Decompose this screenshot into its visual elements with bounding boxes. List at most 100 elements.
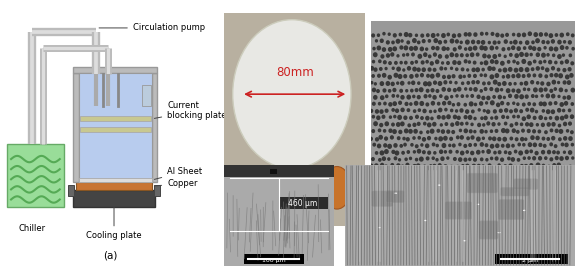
Circle shape bbox=[412, 38, 417, 43]
Circle shape bbox=[481, 96, 485, 100]
Circle shape bbox=[427, 177, 432, 182]
Circle shape bbox=[503, 192, 506, 196]
Circle shape bbox=[532, 156, 536, 160]
Circle shape bbox=[438, 136, 443, 142]
Circle shape bbox=[401, 192, 404, 197]
Circle shape bbox=[439, 149, 443, 154]
Circle shape bbox=[448, 220, 453, 225]
Circle shape bbox=[535, 52, 540, 57]
Circle shape bbox=[458, 157, 462, 162]
Circle shape bbox=[420, 60, 425, 65]
Circle shape bbox=[571, 33, 574, 38]
Circle shape bbox=[566, 184, 569, 188]
Circle shape bbox=[434, 177, 438, 181]
Circle shape bbox=[505, 170, 509, 174]
Circle shape bbox=[490, 144, 494, 149]
FancyBboxPatch shape bbox=[499, 200, 524, 219]
Circle shape bbox=[542, 136, 545, 141]
Circle shape bbox=[488, 163, 492, 168]
Circle shape bbox=[535, 110, 538, 113]
Circle shape bbox=[555, 156, 559, 160]
Circle shape bbox=[457, 198, 461, 202]
Circle shape bbox=[457, 116, 461, 120]
Circle shape bbox=[562, 80, 566, 85]
Circle shape bbox=[369, 109, 373, 113]
Circle shape bbox=[439, 94, 443, 98]
Circle shape bbox=[496, 102, 500, 107]
Circle shape bbox=[490, 184, 494, 189]
Circle shape bbox=[490, 197, 494, 202]
Circle shape bbox=[489, 74, 494, 80]
Circle shape bbox=[544, 32, 548, 37]
Circle shape bbox=[431, 170, 434, 174]
Circle shape bbox=[500, 157, 504, 162]
Circle shape bbox=[386, 40, 390, 45]
Circle shape bbox=[400, 204, 405, 209]
Bar bbox=[154, 185, 160, 196]
Circle shape bbox=[380, 95, 385, 100]
Circle shape bbox=[503, 233, 508, 238]
Circle shape bbox=[525, 122, 529, 127]
Circle shape bbox=[387, 157, 390, 161]
Circle shape bbox=[400, 95, 405, 100]
Circle shape bbox=[509, 220, 512, 223]
Bar bbox=[141, 85, 151, 106]
Circle shape bbox=[554, 47, 558, 52]
Circle shape bbox=[514, 94, 519, 99]
Circle shape bbox=[414, 101, 419, 106]
Circle shape bbox=[527, 199, 532, 204]
Circle shape bbox=[465, 150, 469, 154]
Circle shape bbox=[532, 143, 537, 147]
Circle shape bbox=[427, 67, 432, 72]
Circle shape bbox=[419, 131, 423, 134]
Circle shape bbox=[487, 54, 491, 59]
Circle shape bbox=[535, 233, 539, 238]
Circle shape bbox=[434, 110, 436, 113]
Circle shape bbox=[443, 80, 447, 85]
Circle shape bbox=[434, 192, 438, 197]
Circle shape bbox=[408, 171, 413, 176]
Circle shape bbox=[494, 60, 499, 64]
Circle shape bbox=[455, 206, 460, 210]
Circle shape bbox=[565, 89, 568, 92]
Circle shape bbox=[545, 219, 550, 224]
Circle shape bbox=[444, 108, 448, 111]
Circle shape bbox=[416, 67, 421, 72]
Circle shape bbox=[430, 61, 434, 66]
Circle shape bbox=[532, 225, 536, 229]
Circle shape bbox=[462, 213, 466, 218]
Circle shape bbox=[426, 185, 430, 189]
Circle shape bbox=[508, 163, 513, 168]
Circle shape bbox=[390, 52, 394, 57]
Circle shape bbox=[524, 81, 528, 86]
Circle shape bbox=[552, 163, 556, 167]
Circle shape bbox=[545, 68, 550, 72]
Circle shape bbox=[565, 198, 569, 203]
Circle shape bbox=[409, 74, 413, 79]
Circle shape bbox=[470, 94, 474, 98]
Circle shape bbox=[530, 232, 534, 237]
Circle shape bbox=[546, 109, 550, 114]
Circle shape bbox=[390, 163, 394, 167]
Circle shape bbox=[426, 156, 430, 160]
Circle shape bbox=[527, 156, 531, 160]
Bar bbox=[224, 165, 334, 177]
Circle shape bbox=[455, 233, 458, 236]
Circle shape bbox=[473, 32, 478, 37]
Circle shape bbox=[497, 82, 501, 86]
Circle shape bbox=[489, 45, 494, 51]
Circle shape bbox=[423, 109, 427, 113]
Circle shape bbox=[450, 109, 454, 113]
Circle shape bbox=[557, 40, 562, 44]
Circle shape bbox=[535, 206, 539, 211]
Circle shape bbox=[378, 59, 382, 63]
Circle shape bbox=[498, 205, 503, 210]
Circle shape bbox=[436, 73, 440, 78]
Circle shape bbox=[426, 60, 429, 64]
Circle shape bbox=[427, 81, 432, 86]
Circle shape bbox=[403, 198, 407, 202]
Circle shape bbox=[481, 164, 485, 168]
Circle shape bbox=[393, 33, 397, 38]
Circle shape bbox=[480, 89, 483, 93]
Circle shape bbox=[446, 47, 450, 51]
